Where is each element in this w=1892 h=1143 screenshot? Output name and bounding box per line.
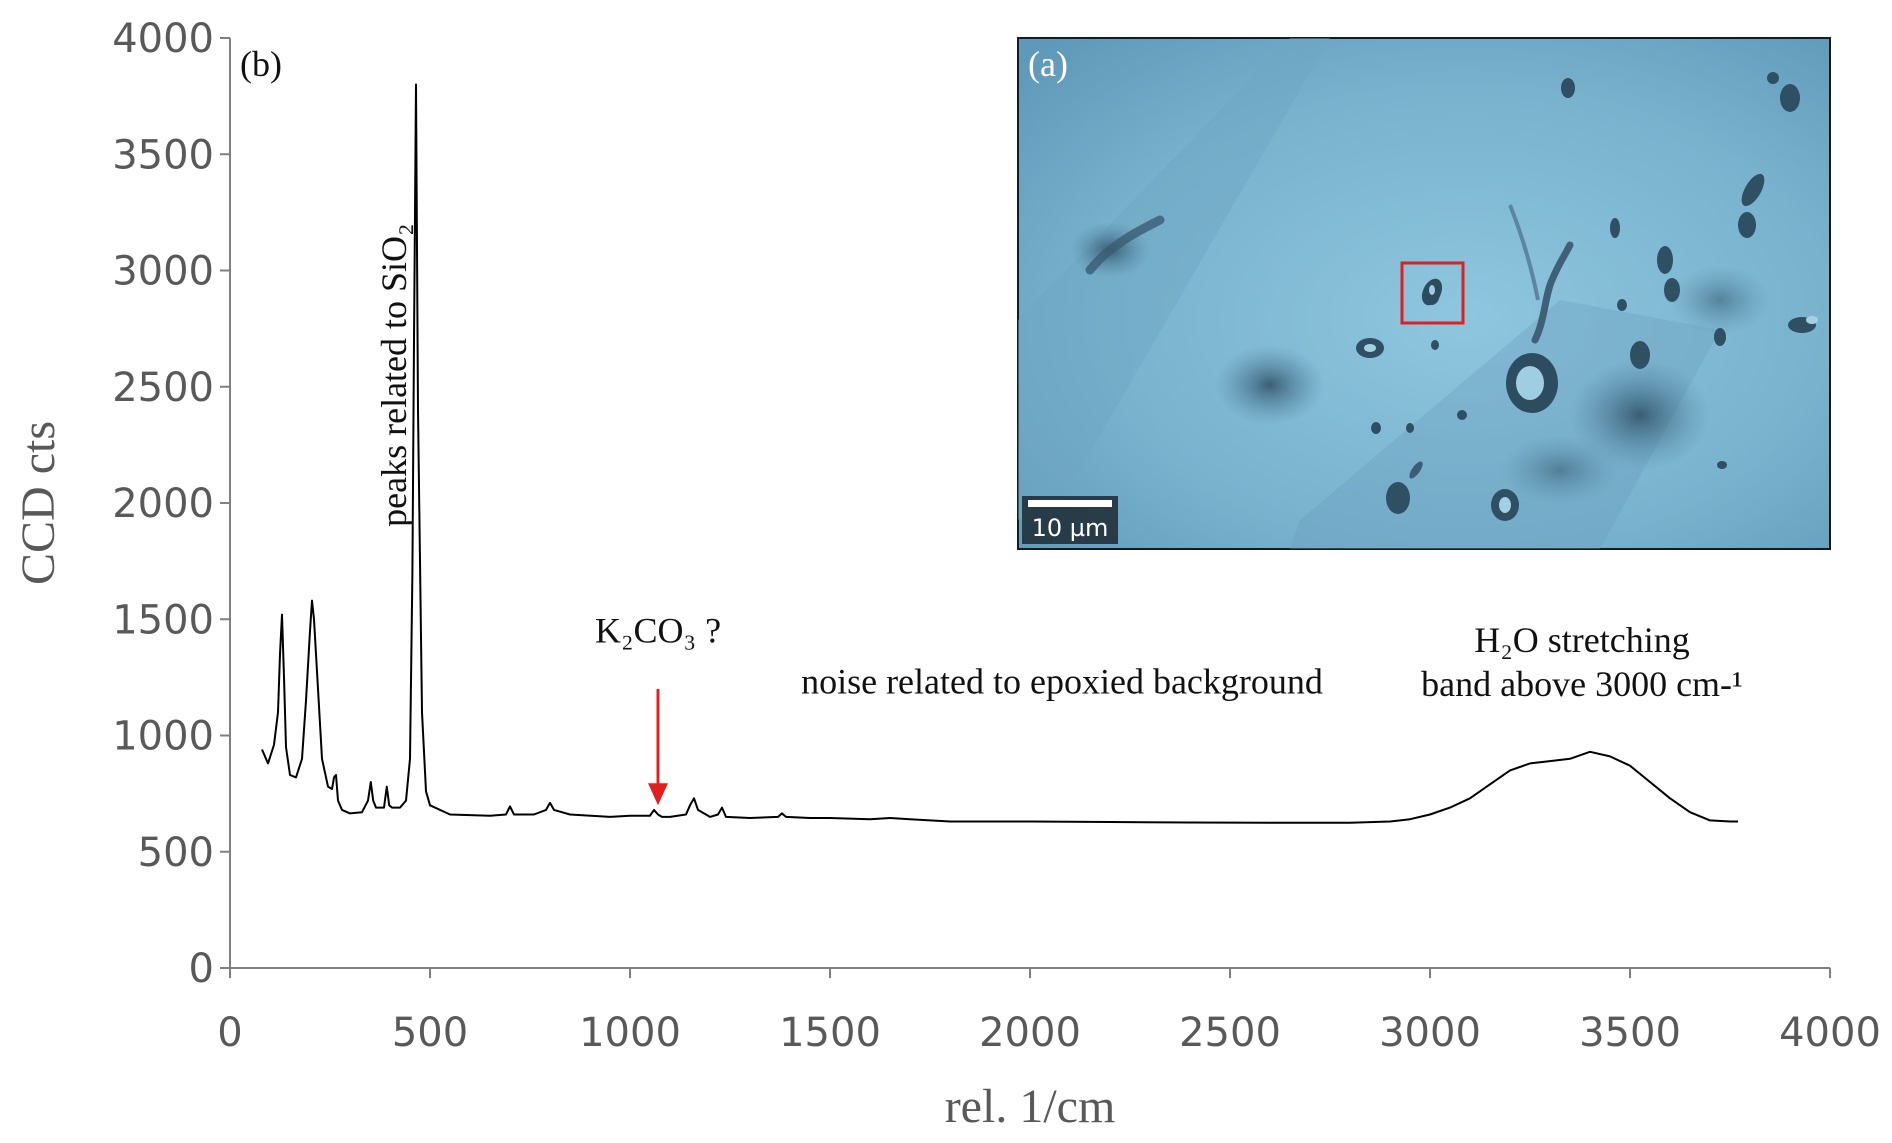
inset-inclusion (1610, 218, 1620, 238)
inset-inclusion (1561, 78, 1575, 98)
inset-inclusion (1664, 278, 1680, 302)
y-tick-label: 2500 (112, 365, 214, 411)
x-tick-label: 3500 (1579, 1010, 1681, 1056)
inset-tube-inclusion (1531, 241, 1574, 344)
y-tick-label: 1000 (112, 714, 214, 760)
annotation-text: band above 3000 cm-¹ (1421, 664, 1743, 704)
annotation-text: peaks related to SiO₂ (374, 223, 414, 526)
inset-inclusion (1409, 461, 1423, 479)
y-tick-label: 500 (138, 830, 214, 876)
inset-inclusion (1457, 410, 1467, 420)
x-axis-title: rel. 1/cm (945, 1080, 1116, 1133)
inset-blob (1670, 265, 1770, 335)
arrow-head (648, 783, 668, 806)
inset-inclusion (1630, 341, 1650, 369)
inset-selection-box (1400, 261, 1465, 325)
y-axis-title: CCD cts (12, 421, 65, 585)
inset-streak (1085, 215, 1165, 275)
inset-inclusion (1780, 84, 1800, 112)
inset-micrograph: (a) 10 µm (1017, 37, 1831, 550)
inset-inclusion (1741, 173, 1765, 207)
inset-blob (1570, 360, 1710, 470)
x-tick-label: 4000 (1779, 1010, 1881, 1056)
inset-large-inclusion-core (1516, 366, 1544, 400)
inset-inclusion (1499, 497, 1511, 513)
inset-inclusion (1714, 328, 1726, 346)
inset-inclusion (1617, 299, 1627, 311)
annotation-text: noise related to epoxied background (801, 662, 1323, 702)
scale-bar-label: 10 µm (1032, 514, 1109, 542)
inset-inclusion (1431, 340, 1439, 350)
y-tick-label: 3500 (112, 132, 214, 178)
x-tick-label: 3000 (1379, 1010, 1481, 1056)
panel-label-b: (b) (240, 44, 282, 84)
inset-blob (1500, 435, 1620, 505)
series-line-spectrum (261, 83, 1738, 824)
inset-inclusion (1717, 461, 1727, 469)
annotation-text: K₂CO₃ ? (595, 611, 721, 651)
x-tick-label: 1500 (779, 1010, 881, 1056)
y-tick-label: 4000 (112, 16, 214, 62)
x-tick-label: 0 (217, 1010, 242, 1056)
x-tick-label: 500 (392, 1010, 468, 1056)
y-ticks: 0 500 1000 1500 2000 2500 3000 3500 4000 (112, 16, 230, 992)
inset-inclusion (1657, 246, 1673, 274)
x-ticks: 0 500 1000 1500 2000 2500 3000 3500 4000 (217, 968, 1881, 1056)
inset-inclusion (1406, 423, 1414, 433)
inset-inclusion (1364, 344, 1376, 352)
inset-blob (1215, 345, 1325, 425)
inset-selected-inclusion-core (1429, 285, 1435, 295)
inset-tube-inclusion-2 (1508, 204, 1540, 301)
y-tick-label: 0 (189, 946, 214, 992)
inset-fracture-plane (1018, 38, 1330, 520)
inset-inclusion (1386, 482, 1410, 514)
inset-inclusion (1738, 212, 1756, 238)
inset-inclusion (1806, 316, 1818, 324)
inset-inclusion (1767, 72, 1779, 84)
y-tick-label: 2000 (112, 481, 214, 527)
annotations: peaks related to SiO₂ K₂CO₃ ? noise relate… (374, 223, 1743, 704)
y-tick-label: 3000 (112, 249, 214, 295)
y-tick-label: 1500 (112, 597, 214, 643)
inset-inclusion (1371, 422, 1381, 434)
scale-bar (1028, 500, 1112, 507)
x-tick-label: 1000 (579, 1010, 681, 1056)
k2co3-arrow (648, 689, 668, 806)
panel-label-a: (a) (1028, 44, 1068, 84)
annotation-text: H₂O stretching (1474, 620, 1690, 660)
x-tick-label: 2000 (979, 1010, 1081, 1056)
x-tick-label: 2500 (1179, 1010, 1281, 1056)
